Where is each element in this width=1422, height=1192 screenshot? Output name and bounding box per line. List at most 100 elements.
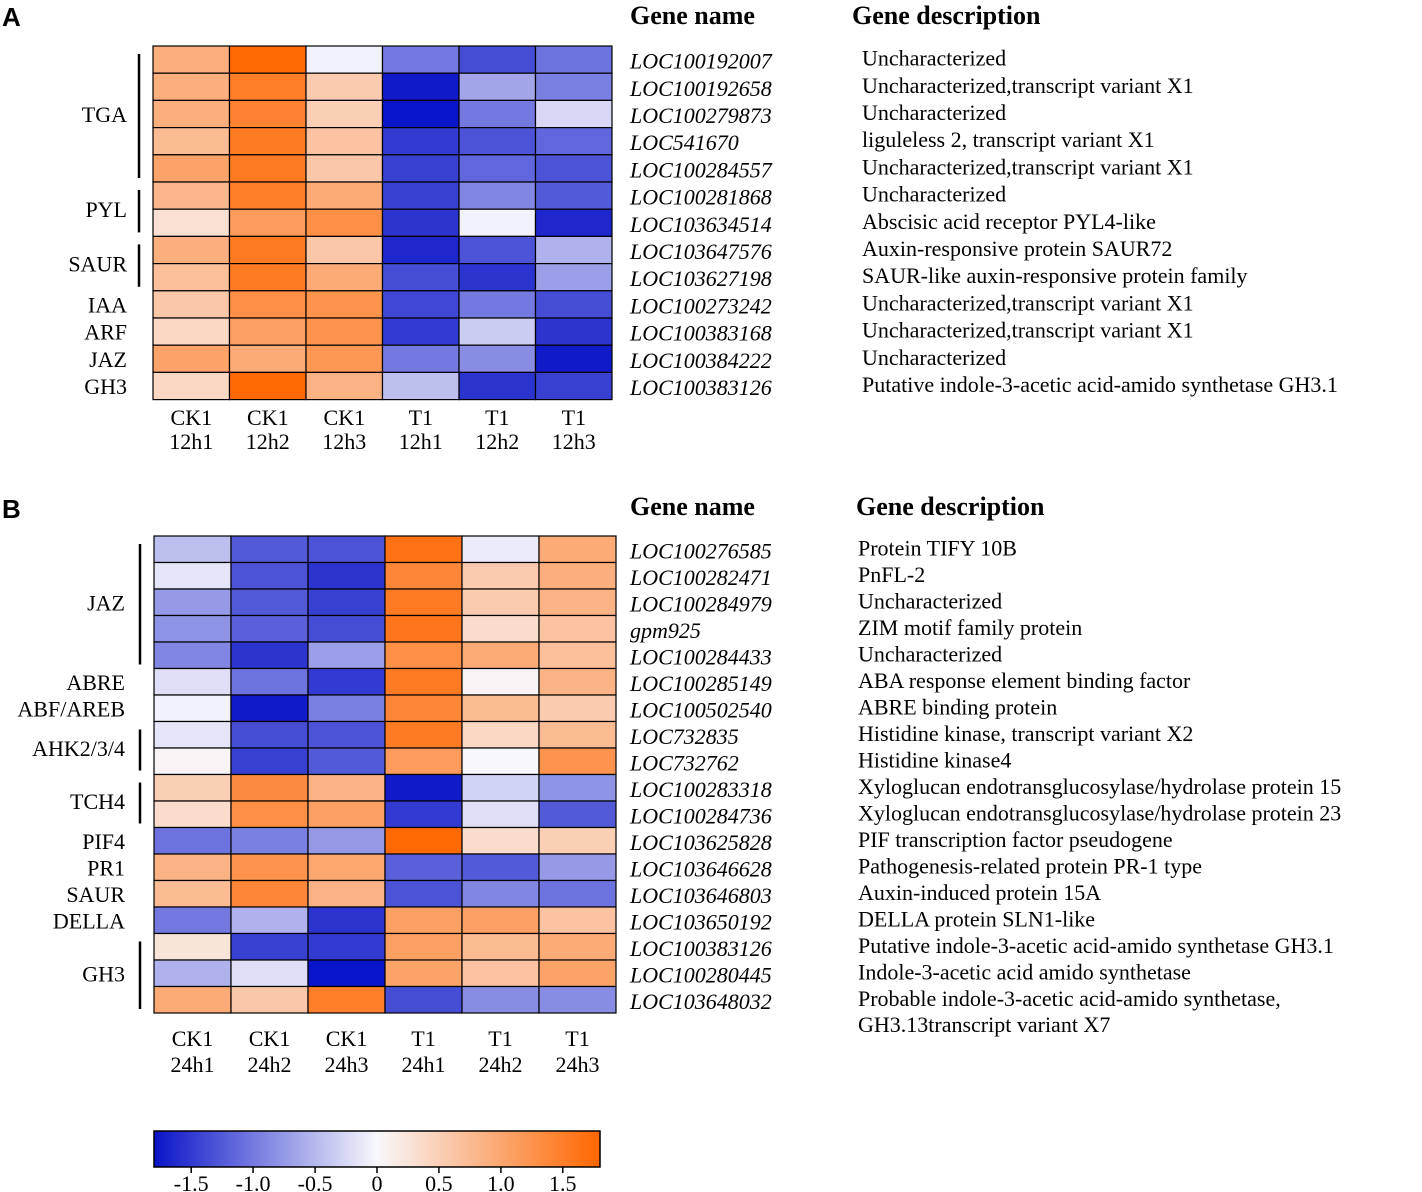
heatmap-cell: [384, 826, 463, 855]
heatmap-cell: [230, 932, 309, 961]
heatmap-cell: [538, 800, 617, 829]
panel-a-heatmap-cells: [152, 45, 613, 401]
gene-name-label: LOC100383168: [629, 321, 772, 346]
heatmap-cell: [381, 126, 460, 156]
column-label-line1: CK1: [247, 405, 289, 430]
gene-description-label: Protein TIFY 10B: [858, 535, 1017, 560]
gene-name-label: LOC103648032: [629, 989, 772, 1014]
panel-b-heatmap-cells: [153, 535, 617, 1014]
panel-a-row-labels: LOC100192007 Uncharacterized LOC100192658 U…: [629, 46, 1338, 400]
heatmap-cell: [461, 853, 540, 882]
heatmap-cell: [153, 800, 232, 829]
column-label-line2: 24h2: [479, 1052, 523, 1077]
colorbar-tick-label: -1.0: [236, 1171, 271, 1192]
heatmap-cell: [461, 694, 540, 723]
gene-description-label: Xyloglucan endotransglucosylase/hydrolas…: [858, 800, 1341, 825]
heatmap-cell: [153, 588, 232, 617]
heatmap-cell: [307, 641, 386, 670]
heatmap-cell: [534, 290, 613, 319]
heatmap-cell: [307, 879, 386, 908]
group-label: IAA: [88, 292, 127, 317]
heatmap-cell: [153, 985, 232, 1014]
heatmap-cell: [538, 773, 617, 802]
heatmap-cell: [152, 290, 231, 319]
gene-description-label: GH3.13transcript variant X7: [858, 1012, 1110, 1037]
heatmap-cell: [381, 235, 460, 265]
gene-name-label: LOC103650192: [629, 909, 772, 934]
heatmap-cell: [461, 959, 540, 988]
heatmap-cell: [534, 45, 613, 74]
heatmap-cell: [381, 45, 460, 74]
heatmap-cell: [461, 826, 540, 855]
heatmap-cell: [384, 906, 463, 935]
heatmap-cell: [228, 371, 307, 401]
heatmap-cell: [230, 826, 309, 855]
heatmap-cell: [305, 371, 384, 401]
group-label: TCH4: [70, 789, 125, 814]
heatmap-cell: [153, 932, 232, 961]
heatmap-cell: [458, 290, 537, 319]
heatmap-cell: [152, 208, 231, 237]
heatmap-cell: [538, 932, 617, 961]
heatmap-cell: [152, 371, 231, 401]
heatmap-cell: [461, 985, 540, 1014]
gene-name-label: LOC103627198: [629, 266, 772, 291]
heatmap-cell: [384, 959, 463, 988]
gene-name-label: gpm925: [630, 618, 701, 643]
heatmap-cell: [307, 614, 386, 643]
heatmap-cell: [461, 641, 540, 670]
heatmap-cell: [384, 747, 463, 776]
colorbar-tick-label: -1.5: [174, 1171, 209, 1192]
gene-name-label: LOC100285149: [629, 671, 772, 696]
heatmap-cell: [381, 208, 460, 237]
heatmap-cell: [384, 694, 463, 723]
heatmap-cell: [458, 126, 537, 156]
gene-description-label: Uncharacterized: [862, 46, 1006, 71]
gene-description-label: Uncharacterized,transcript variant X1: [862, 154, 1194, 179]
gene-name-label: LOC100281868: [629, 185, 772, 210]
heatmap-cell: [384, 800, 463, 829]
heatmap-cell: [307, 694, 386, 723]
gene-description-label: Putative indole-3-acetic acid-amido synt…: [862, 372, 1338, 397]
gene-name-label: LOC103646803: [629, 883, 772, 908]
heatmap-cell: [538, 959, 617, 988]
gene-name-label: LOC732762: [629, 750, 739, 775]
heatmap-cell: [152, 154, 231, 183]
panel-a: A Gene name Gene description TGA PYL SAUR I…: [2, 1, 1338, 454]
heatmap-cell: [461, 747, 540, 776]
group-label: PYL: [85, 197, 127, 222]
gene-description-label: ABRE binding protein: [858, 694, 1057, 719]
heatmap-cell: [381, 181, 460, 210]
gene-name-label: LOC100383126: [629, 375, 772, 400]
heatmap-cell: [458, 181, 537, 210]
heatmap-cell: [153, 535, 232, 564]
heatmap-cell: [153, 667, 232, 696]
heatmap-cell: [307, 747, 386, 776]
panel-b-gene-description-header: Gene description: [856, 492, 1045, 521]
heatmap-cell: [152, 72, 231, 101]
group-label: SAUR: [66, 882, 125, 907]
heatmap-cell: [461, 561, 540, 590]
gene-description-label: Uncharacterized: [862, 345, 1006, 370]
heatmap-cell: [538, 879, 617, 908]
heatmap-cell: [381, 72, 460, 101]
column-label-line2: 12h1: [399, 429, 443, 454]
gene-description-label: Uncharacterized: [858, 641, 1002, 666]
heatmap-cell: [461, 906, 540, 935]
heatmap-cell: [458, 208, 537, 237]
gene-description-label: PnFL-2: [858, 562, 925, 587]
gene-name-label: LOC100284736: [629, 803, 772, 828]
heatmap-cell: [153, 561, 232, 590]
gene-description-label: DELLA protein SLN1-like: [858, 906, 1095, 931]
heatmap-cell: [230, 906, 309, 935]
gene-description-label: Putative indole-3-acetic acid-amido synt…: [858, 933, 1334, 958]
gene-description-label: Pathogenesis-related protein PR-1 type: [858, 853, 1202, 878]
heatmap-cell: [153, 959, 232, 988]
heatmap-cell: [384, 879, 463, 908]
heatmap-cell: [381, 99, 460, 129]
column-label-line2: 24h1: [171, 1052, 215, 1077]
column-label-line2: 12h3: [552, 429, 596, 454]
gene-description-label: Uncharacterized,transcript variant X1: [862, 73, 1194, 98]
heatmap-cell: [305, 263, 384, 292]
